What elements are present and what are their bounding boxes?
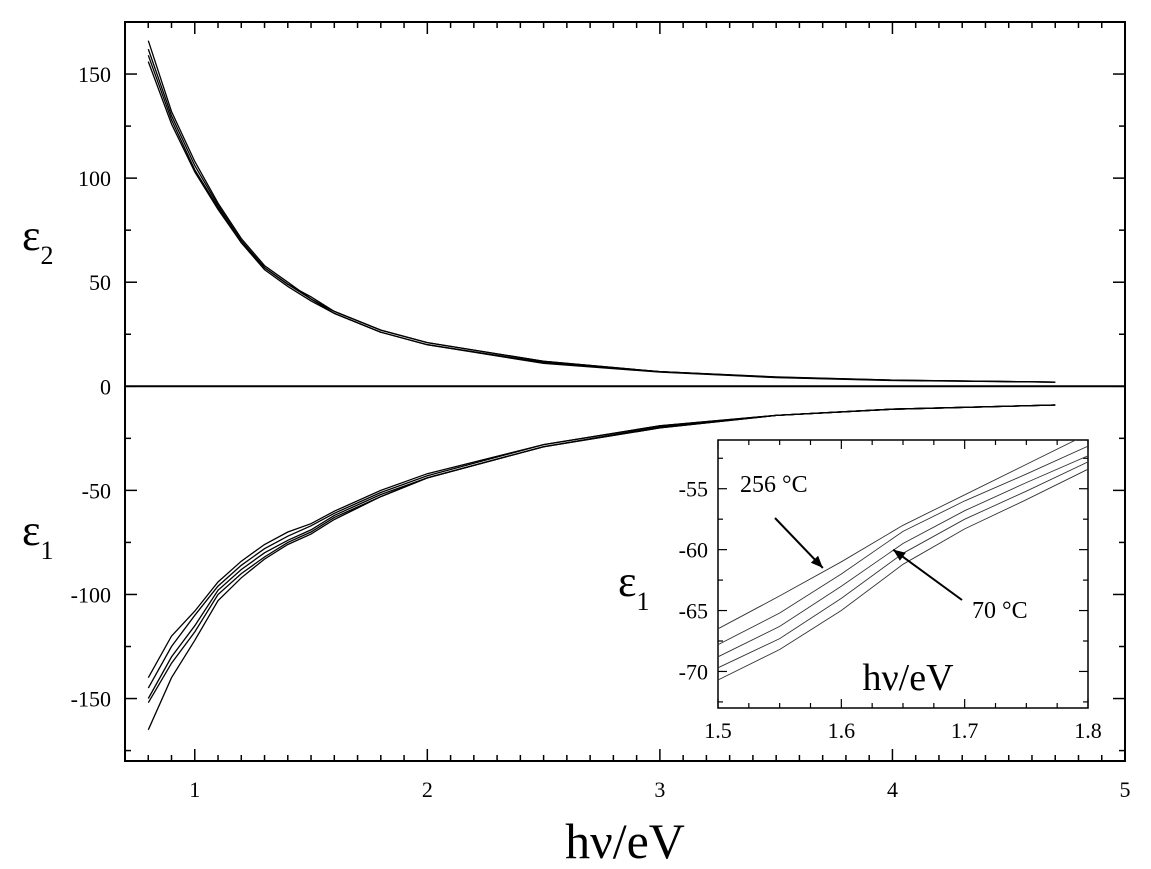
y-axis-title-upper: ε2 — [22, 211, 53, 270]
y-axis-title-upper-sub: 2 — [40, 241, 53, 270]
inset-x-tick-label: 1.7 — [951, 718, 979, 743]
x-tick-label: 2 — [422, 777, 433, 802]
inset-x-tick-label: 1.5 — [704, 718, 732, 743]
inset-y-tick-label: -65 — [679, 599, 708, 624]
inset-series-line-2 — [718, 455, 1088, 658]
y-tick-label: -150 — [71, 687, 111, 712]
y-tick-label: 50 — [89, 270, 111, 295]
inset-series-line-1 — [718, 445, 1088, 646]
y-axis-title-upper-base: ε — [22, 211, 40, 260]
annotation-arrow-70C — [892, 548, 963, 601]
inset-plot: 1.5 1.6 1.7 1.8 -70 -65 -60 -55 256 °C 70 °C hν/eV… — [618, 439, 1102, 743]
y-tick-label: 0 — [100, 374, 111, 399]
annotation-256C: 256 °C — [740, 472, 808, 498]
inset-frame — [717, 439, 1089, 709]
series-line-eps2-2 — [147, 55, 1056, 383]
annotation-arrowhead-256C — [810, 555, 823, 568]
series-line-eps1-8 — [147, 404, 1056, 731]
x-tick-label: 5 — [1120, 777, 1131, 802]
inset-y-axis-title: ε1 — [618, 557, 649, 616]
annotation-70C: 70 °C — [972, 598, 1028, 624]
y-tick-label: -50 — [82, 478, 111, 503]
inset-x-tick-label: 1.6 — [828, 718, 856, 743]
y-axis-title-lower-sub: 1 — [40, 536, 53, 565]
x-tick-label: 3 — [654, 777, 665, 802]
inset-series-line-0 — [718, 440, 1077, 630]
inset-series-line-4 — [718, 468, 1088, 681]
inset-y-axis-title-base: ε — [618, 557, 636, 606]
inset-x-axis-title: hν/eV — [862, 657, 954, 699]
y-tick-label: -100 — [71, 582, 111, 607]
plot-frame — [124, 21, 1126, 762]
inset-y-tick-label: -70 — [679, 659, 708, 684]
y-tick-label: 100 — [78, 166, 111, 191]
inset-y-tick-label: -60 — [679, 538, 708, 563]
x-axis-title: hν/eV — [565, 813, 685, 869]
inset-y-axis-title-sub: 1 — [636, 587, 649, 616]
y-axis-title-lower: ε1 — [22, 506, 53, 565]
y-tick-label: 150 — [78, 62, 111, 87]
x-tick-label: 1 — [189, 777, 200, 802]
inset-y-tick-label: -55 — [679, 477, 708, 502]
series-line-eps2-0 — [147, 40, 1056, 383]
series-line-eps2-1 — [147, 48, 1056, 383]
y-axis-title-lower-base: ε — [22, 506, 40, 555]
annotation-arrowhead-70C — [893, 549, 906, 561]
series-line-eps2-3 — [147, 61, 1056, 383]
x-tick-label: 4 — [887, 777, 898, 802]
inset-x-tick-label: 1.8 — [1074, 718, 1102, 743]
